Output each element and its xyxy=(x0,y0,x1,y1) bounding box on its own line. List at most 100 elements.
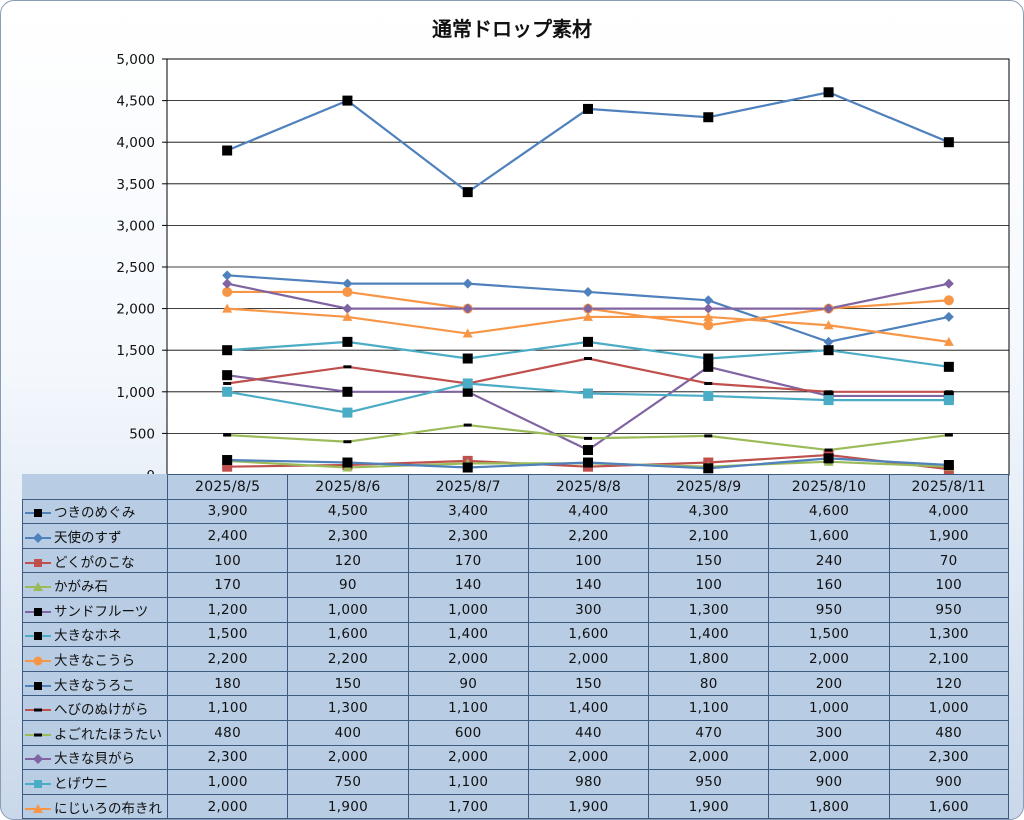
data-label: 2,100 xyxy=(888,646,1009,672)
data-label: 1,600 xyxy=(888,793,1009,819)
data-label: 2,000 xyxy=(648,744,770,771)
point-s11-5 xyxy=(823,395,834,406)
point-s9-5 xyxy=(824,448,833,452)
series-name: にじいろの布きれ xyxy=(54,800,162,817)
point-s12-2 xyxy=(462,328,473,338)
point-s7-6 xyxy=(943,460,954,471)
point-s12-1 xyxy=(342,311,353,321)
data-label: 1,000 xyxy=(287,596,409,623)
legend-entry: 天使のすず xyxy=(22,523,168,549)
legend-key-2 xyxy=(25,558,51,567)
series-name: 大きなこうら xyxy=(54,652,135,669)
data-label: 140 xyxy=(527,572,650,598)
point-s1-1 xyxy=(342,278,353,289)
data-label: 600 xyxy=(407,719,529,746)
series-name: よごれたほうたい xyxy=(54,726,162,743)
point-s0-6 xyxy=(943,137,954,148)
point-s0-2 xyxy=(462,187,473,198)
point-s10-0 xyxy=(222,278,233,289)
point-s1-3 xyxy=(583,286,593,297)
point-s1-0 xyxy=(222,270,233,281)
data-label: 4,500 xyxy=(287,498,409,525)
data-label: 4,000 xyxy=(888,498,1009,525)
data-label: 1,900 xyxy=(527,793,650,819)
point-s11-4 xyxy=(703,390,714,401)
legend-key-4 xyxy=(25,607,51,616)
y-tick-label: 500 xyxy=(129,426,155,442)
series-name: 大きなうろこ xyxy=(54,677,135,694)
legend-key-12 xyxy=(25,803,51,813)
point-s10-6 xyxy=(943,278,954,289)
point-s4-2 xyxy=(462,386,473,397)
point-s12-4 xyxy=(703,311,714,321)
legend-entry: よごれたほうたい xyxy=(22,719,168,746)
data-label: 150 xyxy=(527,670,650,697)
data-label: 1,600 xyxy=(768,523,890,549)
y-tick-label: 4,000 xyxy=(116,135,155,151)
data-label: 2,300 xyxy=(888,744,1009,771)
data-label: 1,900 xyxy=(888,523,1009,549)
table-row: へびのぬけがら 1,100 1,300 1,100 1,400 1,100 1,000 1,0… xyxy=(22,695,1009,721)
data-label: 1,500 xyxy=(166,621,289,648)
data-label: 1,000 xyxy=(407,596,529,623)
legend-key-0 xyxy=(25,509,51,518)
table-row: よごれたほうたい 480 400 600 440 470 300 480 xyxy=(22,719,1009,746)
data-label: 1,600 xyxy=(527,621,650,648)
legend-entry: へびのぬけがら xyxy=(22,695,168,721)
point-s4-0 xyxy=(222,370,233,381)
chart-title: 通常ドロップ素材 xyxy=(432,17,592,41)
legend-entry: とげウニ xyxy=(22,769,168,795)
point-s4-4 xyxy=(703,361,714,372)
point-s1-6 xyxy=(943,311,954,322)
data-label: 2,200 xyxy=(527,523,650,549)
point-s2-0 xyxy=(222,461,233,472)
data-label: 440 xyxy=(527,719,650,746)
legend-entry: かがみ石 xyxy=(22,572,168,598)
point-s11-0 xyxy=(222,386,233,397)
point-s5-5 xyxy=(823,345,834,356)
data-label: 480 xyxy=(888,719,1009,746)
table-row: つきのめぐみ 3,900 4,500 3,400 4,400 4,300 4,600 4,00… xyxy=(22,498,1009,525)
x-tick-label: 2025/8/10 xyxy=(768,474,890,500)
y-tick-label: 1,500 xyxy=(116,343,155,359)
table-row: 大きなこうら 2,200 2,200 2,000 2,000 1,800 2,000 2,10… xyxy=(22,646,1009,672)
data-label: 100 xyxy=(166,547,289,574)
series-name: どくがのこな xyxy=(54,554,135,571)
table-row: 天使のすず 2,400 2,300 2,300 2,200 2,100 1,600 1,900 xyxy=(22,523,1009,549)
point-s0-4 xyxy=(703,112,714,123)
series-name: 天使のすず xyxy=(54,529,122,546)
data-label: 100 xyxy=(527,547,650,574)
series-name: へびのぬけがら xyxy=(54,702,149,719)
table-row: 大きなホネ 1,500 1,600 1,400 1,600 1,400 1,500 1,300 xyxy=(22,621,1009,648)
data-label: 140 xyxy=(407,572,529,598)
data-label: 1,300 xyxy=(287,695,409,721)
series-name: つきのめぐみ xyxy=(54,505,136,522)
data-label: 1,400 xyxy=(648,621,770,648)
data-label: 70 xyxy=(888,547,1009,574)
point-s7-1 xyxy=(342,457,353,468)
table-row: サンドフルーツ 1,200 1,000 1,000 300 1,300 950 950 xyxy=(22,596,1009,623)
point-s0-1 xyxy=(342,95,353,106)
data-label: 150 xyxy=(287,670,409,697)
table-row: にじいろの布きれ 2,000 1,900 1,700 1,900 1,900 1,800 1,… xyxy=(22,793,1009,819)
data-label: 2,300 xyxy=(287,523,409,549)
data-label: 2,000 xyxy=(527,646,650,672)
x-tick-label: 2025/8/9 xyxy=(648,474,770,500)
point-s5-2 xyxy=(462,353,473,364)
y-tick-label: 2,000 xyxy=(116,302,155,318)
series-name: サンドフルーツ xyxy=(54,603,149,620)
data-label: 1,800 xyxy=(648,646,770,672)
x-tick-label: 2025/8/11 xyxy=(888,474,1009,500)
point-s5-1 xyxy=(342,336,353,347)
point-s4-3 xyxy=(583,445,593,456)
data-label: 1,400 xyxy=(407,621,529,648)
chart-plot: 05001,0001,5002,0002,5003,0003,5004,0004… xyxy=(116,52,1010,481)
point-s12-5 xyxy=(823,320,834,330)
data-label: 1,900 xyxy=(648,793,770,819)
series-name: かがみ石 xyxy=(54,579,108,596)
y-tick-label: 3,500 xyxy=(116,177,155,193)
table-row: かがみ石 170 90 140 140 100 160 100 xyxy=(22,572,1009,598)
point-s7-4 xyxy=(703,463,714,474)
point-s6-4 xyxy=(703,320,714,331)
